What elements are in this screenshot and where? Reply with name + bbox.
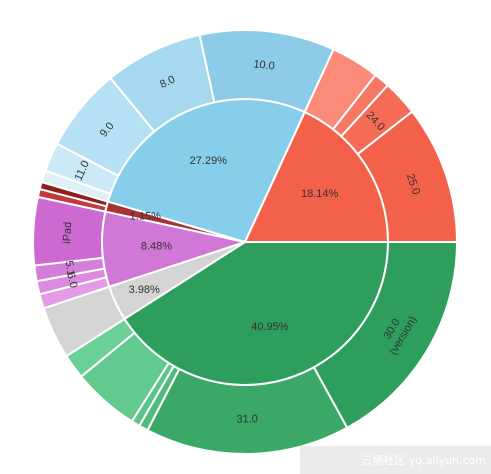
inner-label-40-95: 40.95%: [251, 321, 289, 333]
outer-slice-25-0[interactable]: [356, 110, 459, 243]
watermark-background: [300, 446, 491, 474]
inner-label-8-48: 8.48%: [141, 241, 172, 253]
outer-ring: [32, 29, 459, 455]
outer-label-10-0: 10.0: [253, 58, 276, 72]
outer-label-ipad: iPad: [61, 221, 74, 244]
outer-label-6-0: 6.0: [64, 272, 79, 290]
inner-label-27-29: 27.29%: [190, 155, 228, 167]
outer-label-8-0: 8.0: [158, 73, 177, 90]
outer-label-31-0: 31.0: [236, 413, 258, 425]
watermark: 云栖社区 yq.aliyun.com: [361, 453, 486, 467]
inner-label-1-15: 1.15%: [130, 210, 161, 222]
outer-label-5-1: 5.1: [62, 260, 76, 277]
inner-label-18-14: 18.14%: [301, 188, 339, 200]
inner-label-3-98: 3.98%: [129, 284, 160, 296]
